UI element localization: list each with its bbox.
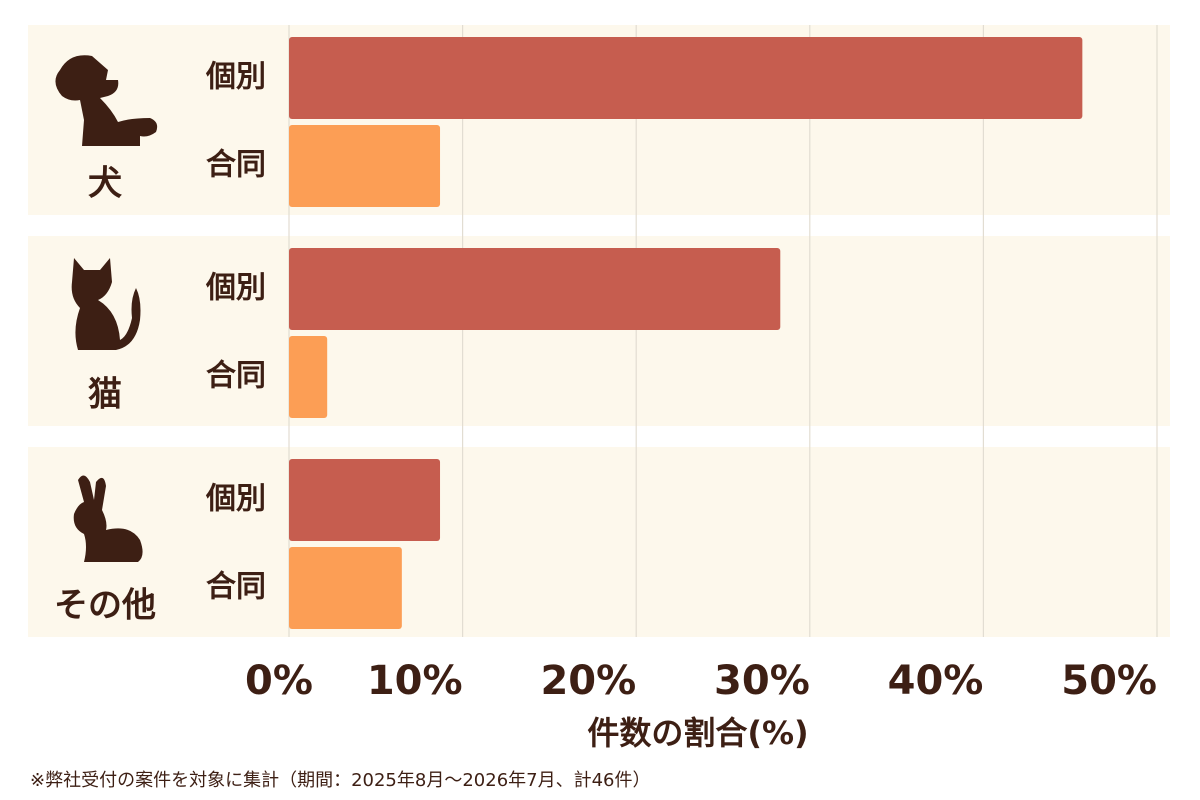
icons [55,55,158,562]
x-tick-label: 50% [1061,658,1157,704]
x-tick-label: 40% [888,658,984,704]
cat-icon [71,258,141,350]
group-panel [28,447,1170,637]
category-label: 犬 [88,164,122,204]
rabbit-icon [73,475,143,562]
category-label: 猫 [88,375,122,415]
x-tick-label: 20% [540,658,636,704]
bar [289,125,441,207]
series-label: 合同 [206,148,266,183]
bar [289,547,402,629]
dog-icon [55,55,158,146]
x-tick-label: 30% [714,658,810,704]
x-tick-label: 10% [367,658,463,704]
series-label: 合同 [206,359,266,394]
bar [289,248,781,330]
x-axis-label: 件数の割合(%) [587,714,808,752]
series-label: 個別 [205,271,266,306]
series-label: 個別 [205,482,266,517]
series-label: 個別 [205,60,266,95]
bar [289,336,328,418]
footnote: ※弊社受付の案件を対象に集計（期間：2025年8月～2026年7月、計46件） [30,770,651,791]
series-label: 合同 [206,570,266,605]
bar [289,459,441,541]
bar [289,37,1083,119]
x-tick-label: 0% [245,658,313,704]
category-label: その他 [54,586,156,626]
